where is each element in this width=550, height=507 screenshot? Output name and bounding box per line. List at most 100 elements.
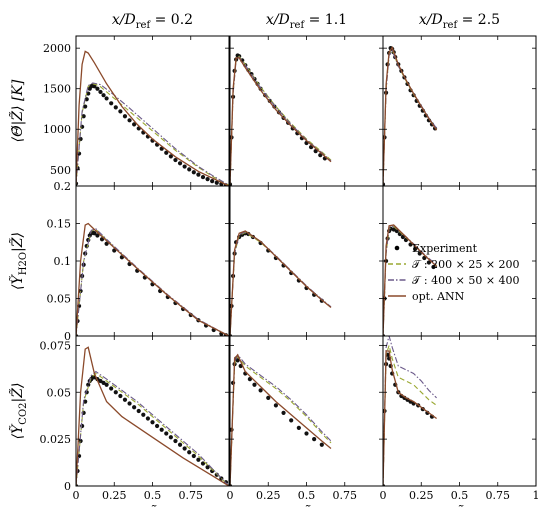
- experiment-point: [164, 431, 169, 436]
- x-axis-label: Z̃: [147, 504, 158, 507]
- legend-label: 𝒯 : 400 × 50 × 400: [412, 274, 520, 287]
- legend-entry: Experiment: [394, 242, 478, 255]
- panel: [229, 185, 384, 337]
- experiment-point: [92, 84, 97, 89]
- y-tick-label: 2000: [43, 42, 71, 55]
- experiment-point: [426, 260, 431, 265]
- experiment-point: [164, 150, 169, 155]
- experiment-point: [252, 382, 257, 387]
- series-line: [383, 350, 437, 486]
- experiment-point: [136, 408, 141, 414]
- legend-entry: 𝒯 : 400 × 50 × 400: [388, 274, 520, 287]
- experiment-point: [83, 104, 88, 109]
- y-tick-label: 0.05: [47, 293, 72, 306]
- y-axis-label: ⟨ỸCO2|Z̃⟩: [8, 383, 29, 440]
- legend-entry: 𝒯 : 200 × 25 × 200: [388, 258, 520, 271]
- y-axis-label: ⟨Θ̃|Z̃⟩ [K]: [8, 79, 26, 142]
- experiment-point: [290, 126, 295, 131]
- panel: [382, 35, 537, 187]
- experiment-point: [200, 174, 206, 180]
- experiment-point: [80, 423, 85, 429]
- experiment-point: [168, 154, 173, 159]
- series-line: [230, 353, 332, 486]
- series-line: [230, 55, 332, 185]
- experiment-point: [109, 386, 114, 391]
- experiment-point: [173, 438, 178, 444]
- series-line: [76, 370, 229, 486]
- experiment-point: [92, 231, 97, 236]
- x-tick-label: 0.25: [256, 489, 281, 502]
- experiment-point: [214, 180, 219, 185]
- experiment-point: [122, 114, 128, 119]
- legend-entry: opt. ANN: [388, 290, 465, 303]
- x-tick-label: 0.25: [102, 489, 127, 502]
- experiment-point: [159, 427, 164, 432]
- experiment-point: [154, 423, 160, 429]
- series-line: [383, 336, 437, 486]
- y-tick-label: 0.025: [40, 433, 72, 446]
- x-tick-label: 0.25: [409, 489, 434, 502]
- experiment-point: [266, 395, 271, 400]
- column-title: x/Dref = 2.5: [419, 12, 500, 31]
- experiment-point: [113, 390, 118, 395]
- legend-label: opt. ANN: [412, 290, 465, 303]
- series-line: [383, 45, 438, 185]
- experiment-point: [312, 437, 317, 442]
- experiment-point: [431, 264, 436, 270]
- series-line: [76, 50, 229, 186]
- x-tick-label: 0.5: [451, 489, 469, 502]
- y-tick-label: 1000: [43, 123, 71, 136]
- column-title: x/Dref = 0.2: [112, 12, 193, 31]
- series-line: [230, 353, 332, 486]
- experiment-point: [182, 446, 187, 451]
- x-tick-label: 0: [380, 489, 387, 502]
- x-tick-label: 1: [533, 489, 540, 502]
- experiment-point: [304, 431, 309, 436]
- series-line: [383, 224, 438, 336]
- experiment-point: [235, 358, 240, 363]
- x-tick-label: 0.75: [179, 489, 204, 502]
- experiment-point: [273, 403, 278, 408]
- panel: 0 0.05 0.1 0.15 0.2: [47, 180, 230, 343]
- y-tick-label: 0.075: [40, 339, 72, 352]
- experiment-point: [400, 234, 405, 240]
- experiment-point: [141, 412, 146, 417]
- experiment-point: [205, 177, 210, 182]
- panel-frame: [229, 185, 384, 337]
- experiment-point: [132, 122, 137, 127]
- experiment-point: [173, 157, 178, 163]
- series-line: [230, 231, 332, 336]
- experiment-point: [319, 442, 324, 447]
- x-tick-label: 0.75: [333, 489, 358, 502]
- experiment-point: [177, 442, 183, 447]
- legend-label: 𝒯 : 200 × 25 × 200: [412, 258, 520, 271]
- experiment-point: [122, 397, 128, 402]
- experiment-point: [78, 288, 83, 294]
- y-tick-label: 1500: [43, 83, 71, 96]
- series-line: [76, 346, 229, 486]
- y-tick-label: 0.05: [47, 386, 72, 399]
- experiment-point: [101, 93, 106, 98]
- column-title: x/Dref = 1.1: [266, 12, 347, 31]
- experiment-point: [150, 420, 155, 425]
- experiment-point: [76, 151, 82, 156]
- experiment-point: [200, 461, 206, 466]
- experiment-point: [187, 167, 192, 172]
- experiment-point: [127, 401, 132, 406]
- panel: 500 1000 1500 2000: [43, 35, 230, 187]
- experiment-point: [104, 382, 109, 387]
- x-tick-label: 0: [227, 489, 234, 502]
- experiment-point: [98, 378, 103, 384]
- series-line: [76, 83, 229, 186]
- x-tick-label: 0.5: [144, 489, 162, 502]
- panel-frame: [75, 35, 230, 187]
- experiment-point: [104, 96, 109, 101]
- experiment-point: [177, 161, 183, 166]
- experiment-point: [95, 86, 100, 91]
- series-line: [230, 56, 332, 185]
- y-axis-label: ⟨ỸH2O|Z̃⟩: [8, 232, 29, 290]
- panel-frame: [75, 185, 230, 337]
- experiment-point: [118, 393, 123, 399]
- y-tick-label: 0.2: [54, 180, 72, 193]
- experiment-point: [132, 405, 137, 410]
